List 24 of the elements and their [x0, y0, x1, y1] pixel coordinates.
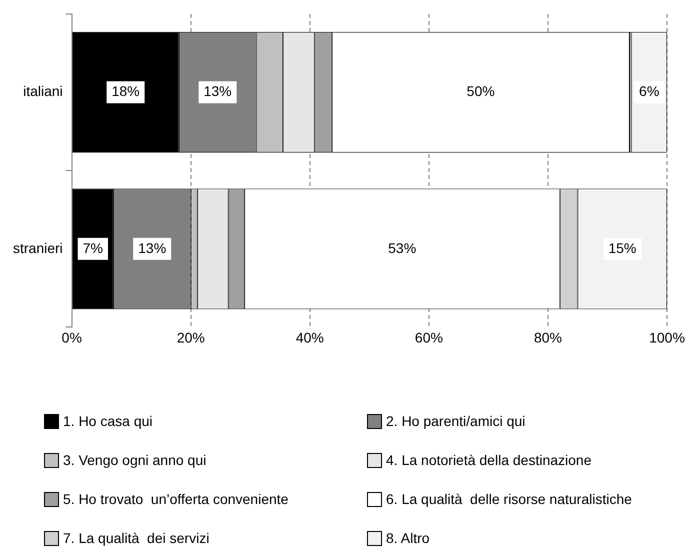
legend-label: 5. Ho trovato un’offerta conveniente: [63, 491, 288, 507]
legend-label: 3. Vengo ogni anno qui: [63, 452, 206, 468]
x-tick-label: 100%: [649, 329, 685, 346]
legend-label: 6. La qualità delle risorse naturalistiche: [386, 491, 632, 507]
legend-label: 1. Ho casa qui: [63, 413, 152, 429]
x-tick-label: 40%: [296, 329, 324, 346]
x-tick-label: 20%: [176, 329, 205, 346]
data-label: 18%: [112, 83, 140, 100]
y-tick-label: stranieri: [12, 240, 63, 256]
x-tick-label: 0%: [62, 329, 82, 346]
data-label: 50%: [466, 83, 495, 100]
legend-label: 8. Altro: [386, 530, 430, 546]
data-label: 53%: [388, 240, 416, 256]
data-label: 15%: [608, 240, 636, 256]
legend-label: 4. La notorietà della destinazione: [386, 452, 592, 468]
data-label: 13%: [138, 240, 166, 256]
y-tick-label: italiani: [23, 83, 63, 100]
legend-label: 7. La qualità dei servizi: [63, 530, 210, 546]
data-label: 6%: [639, 83, 660, 100]
x-tick-label: 60%: [414, 329, 443, 346]
data-label: 13%: [204, 83, 232, 100]
x-tick-label: 80%: [534, 329, 562, 346]
data-label: 7%: [82, 240, 103, 256]
legend-label: 2. Ho parenti/amici qui: [386, 413, 526, 429]
